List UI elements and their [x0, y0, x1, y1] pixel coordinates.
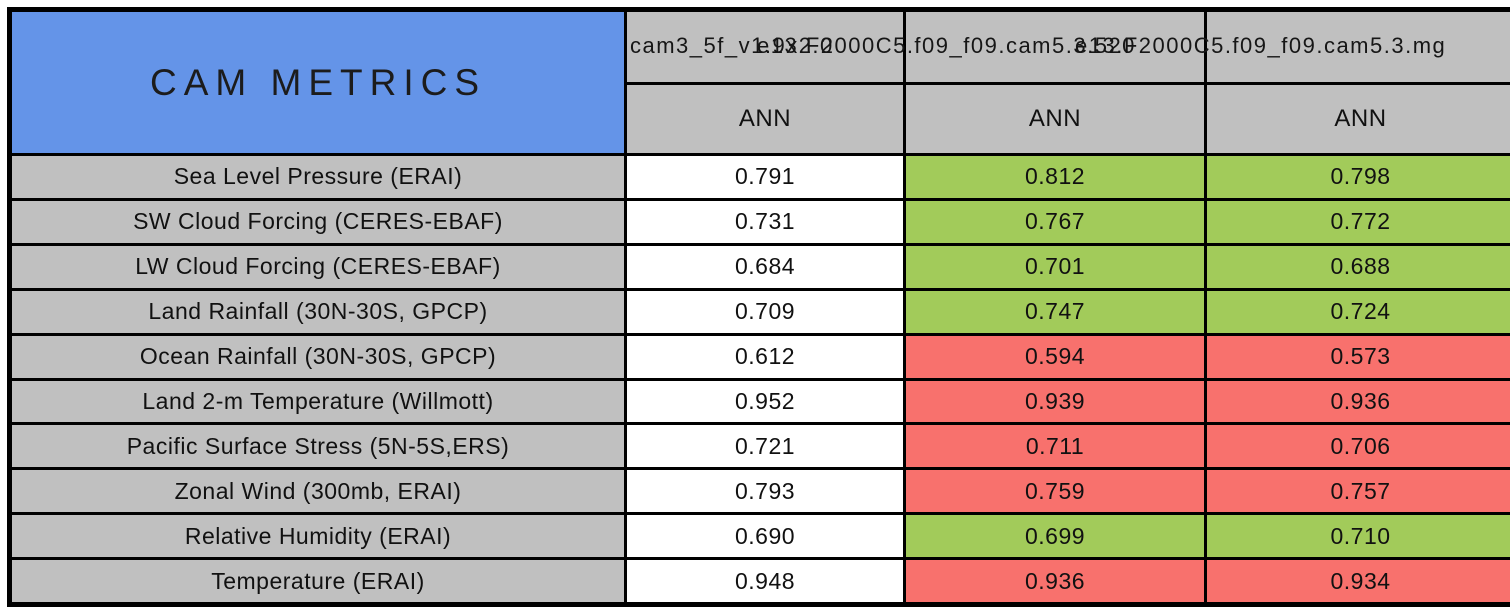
model-header-cell-2	[906, 12, 1204, 82]
metric-value-cell: 0.711	[906, 425, 1204, 468]
metric-value-cell: 0.812	[906, 156, 1204, 198]
metric-value-cell: 0.721	[627, 425, 903, 468]
metric-label: LW Cloud Forcing (CERES-EBAF)	[12, 245, 624, 288]
metric-value-cell: 0.798	[1207, 156, 1510, 198]
metric-label: Land 2-m Temperature (Willmott)	[12, 380, 624, 423]
metric-value-cell: 0.759	[906, 470, 1204, 513]
metric-value-cell: 0.731	[627, 200, 903, 243]
metric-label: Zonal Wind (300mb, ERAI)	[12, 470, 624, 513]
metric-value-cell: 0.701	[906, 245, 1204, 288]
metric-value-cell: 0.710	[1207, 515, 1510, 558]
metric-label: Ocean Rainfall (30N-30S, GPCP)	[12, 335, 624, 378]
metric-value-cell: 0.594	[906, 335, 1204, 378]
metric-value-cell: 0.684	[627, 245, 903, 288]
metric-value-cell: 0.709	[627, 290, 903, 333]
metric-value-cell: 0.706	[1207, 425, 1510, 468]
season-header-1: ANN	[627, 85, 903, 153]
metric-label: Temperature (ERAI)	[12, 560, 624, 602]
metric-value-cell: 0.612	[627, 335, 903, 378]
metric-value-cell: 0.747	[906, 290, 1204, 333]
metric-label: SW Cloud Forcing (CERES-EBAF)	[12, 200, 624, 243]
metric-label: Pacific Surface Stress (5N-5S,ERS)	[12, 425, 624, 468]
metric-value-cell: 0.688	[1207, 245, 1510, 288]
metric-value-cell: 0.690	[627, 515, 903, 558]
metric-label: Sea Level Pressure (ERAI)	[12, 156, 624, 198]
model-header-cell-3	[1207, 12, 1510, 82]
metric-value-cell: 0.939	[906, 380, 1204, 423]
metric-label: Relative Humidity (ERAI)	[12, 515, 624, 558]
metric-value-cell: 0.791	[627, 156, 903, 198]
metric-value-cell: 0.767	[906, 200, 1204, 243]
metric-value-cell: 0.573	[1207, 335, 1510, 378]
metric-value-cell: 0.772	[1207, 200, 1510, 243]
metric-value-cell: 0.793	[627, 470, 903, 513]
metric-value-cell: 0.757	[1207, 470, 1510, 513]
metric-value-cell: 0.699	[906, 515, 1204, 558]
season-header-2: ANN	[906, 85, 1204, 153]
metric-value-cell: 0.724	[1207, 290, 1510, 333]
metric-value-cell: 0.952	[627, 380, 903, 423]
metric-value-cell: 0.934	[1207, 560, 1510, 602]
metric-value-cell: 0.936	[1207, 380, 1510, 423]
metric-label: Land Rainfall (30N-30S, GPCP)	[12, 290, 624, 333]
metric-value-cell: 0.948	[627, 560, 903, 602]
page-title: CAM METRICS	[150, 61, 486, 103]
metrics-table: CAM METRICS ANN ANN ANN Sea Level Pressu…	[7, 7, 1510, 607]
season-header-3: ANN	[1207, 85, 1510, 153]
table-title-cell: CAM METRICS	[12, 12, 624, 153]
model-header-cell-1	[627, 12, 903, 82]
metric-value-cell: 0.936	[906, 560, 1204, 602]
